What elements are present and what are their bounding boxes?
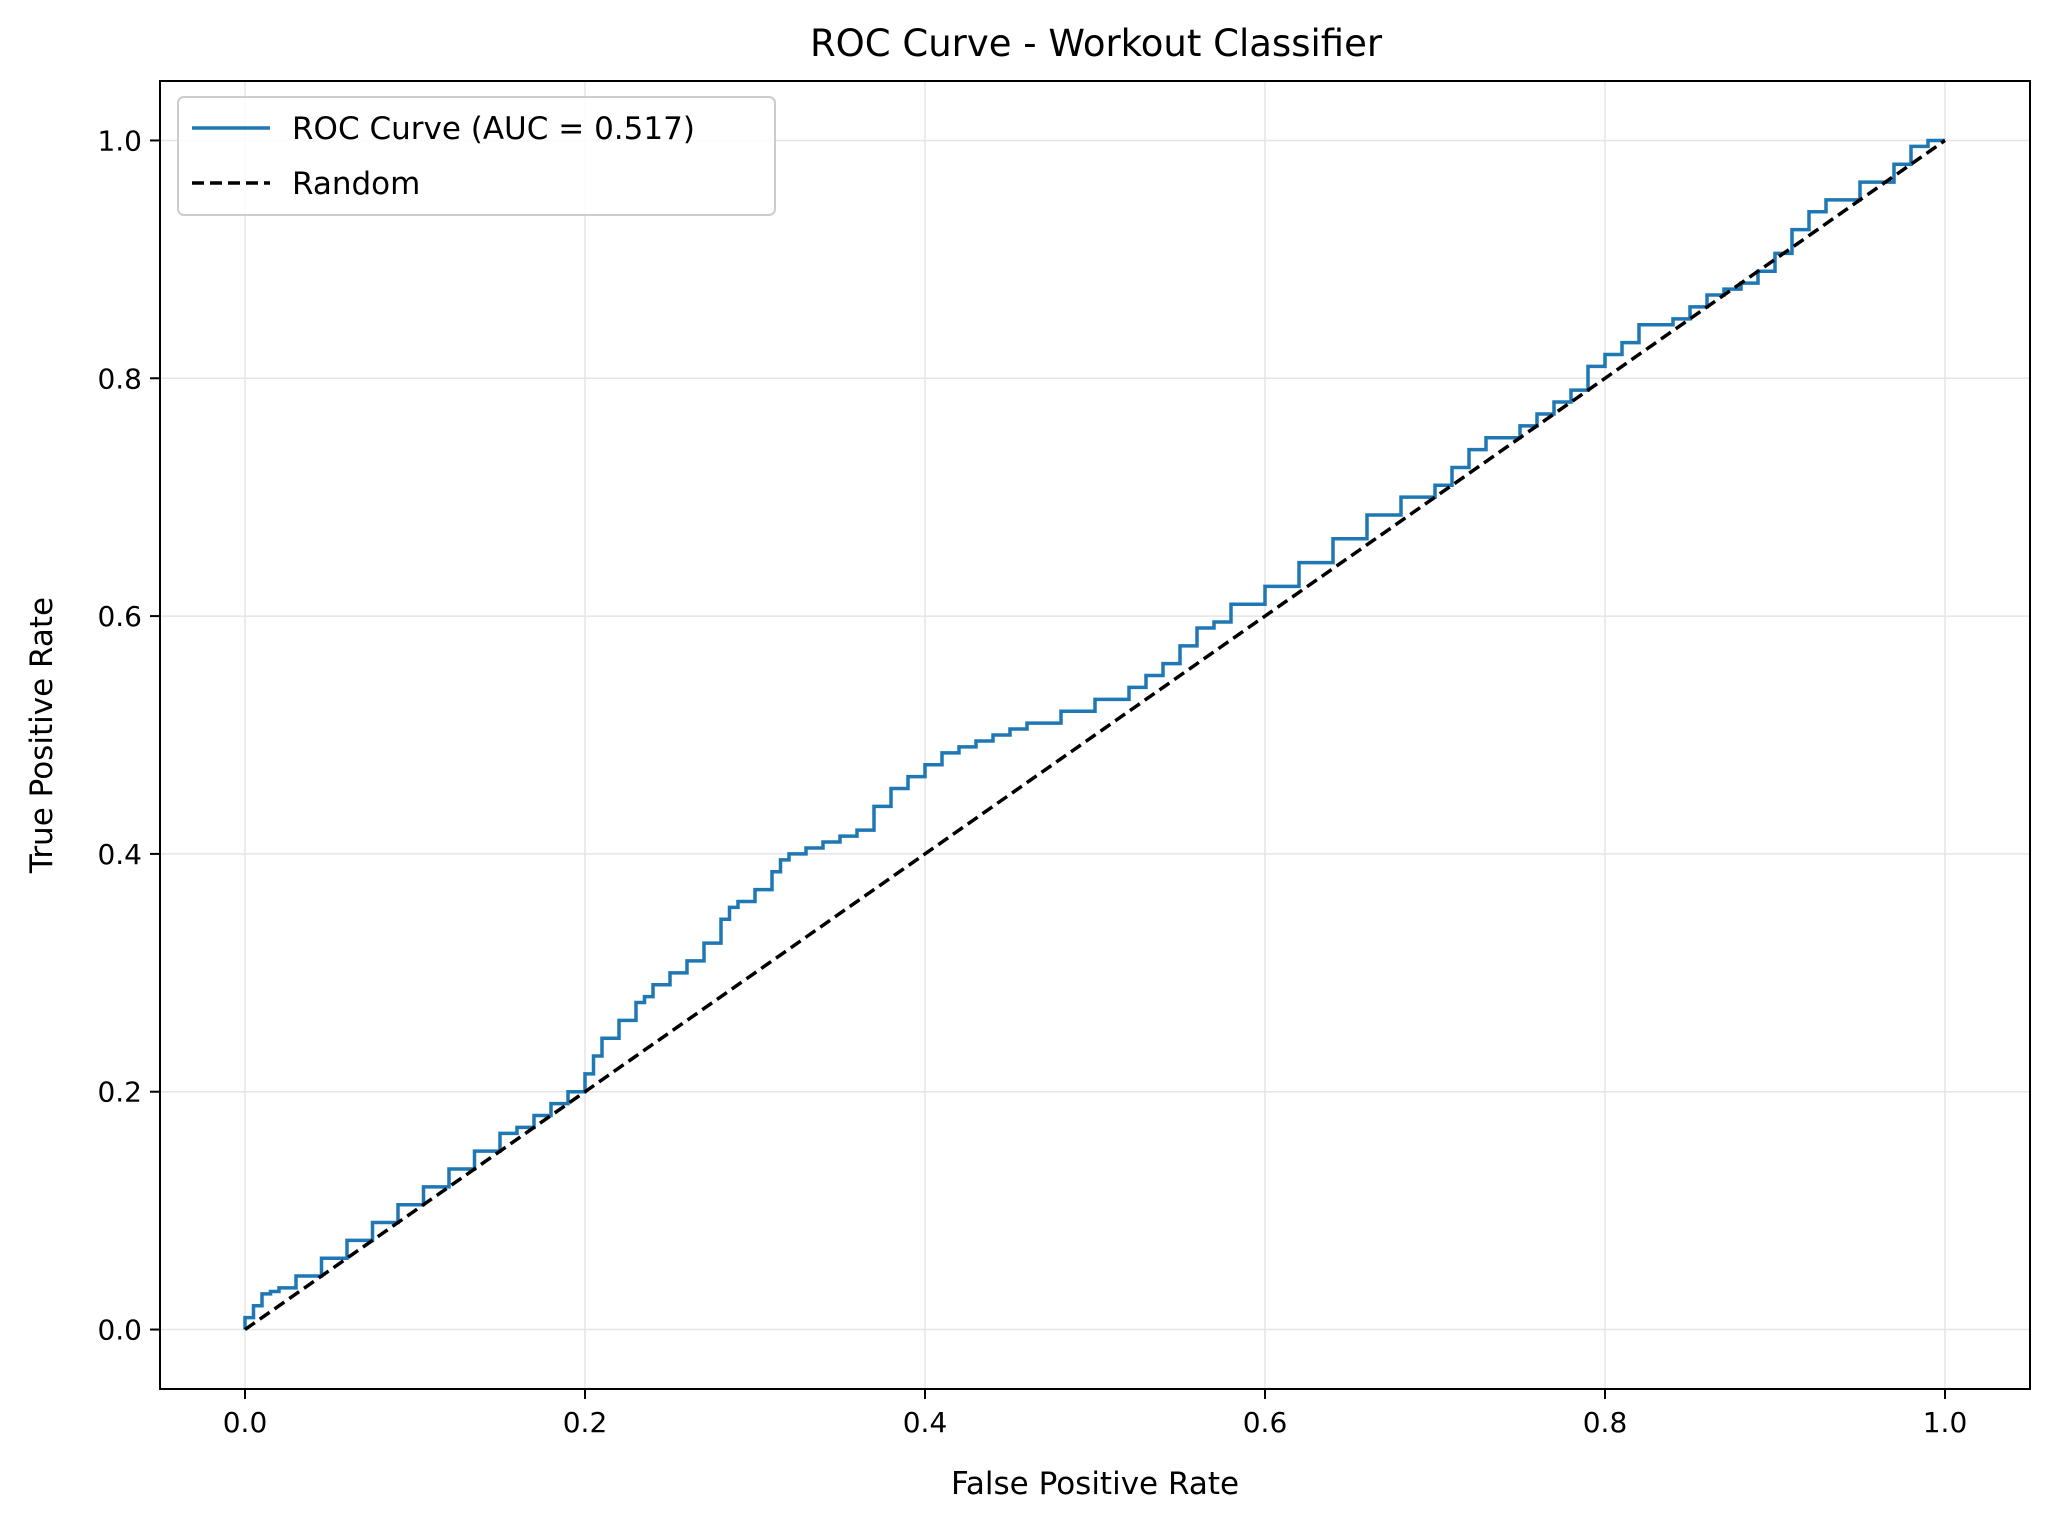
series-layer [243, 138, 1947, 1331]
y-tick-label: 0.6 [97, 600, 142, 633]
y-tick-label: 0.2 [97, 1076, 142, 1109]
x-axis-ticks: 0.0 0.2 0.4 0.6 0.8 1.0 [223, 1389, 1968, 1439]
x-tick-label: 0.2 [563, 1406, 608, 1439]
y-tick-label: 0.8 [97, 362, 142, 395]
legend-label-roc: ROC Curve (AUC = 0.517) [292, 111, 695, 147]
roc-curve-line [243, 138, 1945, 1330]
legend: ROC Curve (AUC = 0.517) Random [177, 96, 776, 216]
y-tick-label: 1.0 [97, 124, 142, 157]
x-tick-label: 0.4 [903, 1406, 948, 1439]
x-axis-label: False Positive Rate [951, 1466, 1239, 1502]
y-axis-ticks: 0.0 0.2 0.4 0.6 0.8 1.0 [97, 124, 160, 1347]
x-tick-label: 0.8 [1583, 1406, 1628, 1439]
x-tick-label: 0.0 [223, 1406, 268, 1439]
y-axis-label: True Positive Rate [24, 597, 60, 874]
chart-title: ROC Curve - Workout Classifier [810, 22, 1383, 65]
y-tick-label: 0.0 [97, 1314, 142, 1347]
x-tick-label: 1.0 [1923, 1406, 1968, 1439]
plot-frame [159, 80, 2031, 1390]
legend-label-random: Random [292, 166, 420, 202]
random-baseline-line [243, 139, 1947, 1331]
legend-box [177, 96, 776, 216]
y-tick-label: 0.4 [97, 838, 142, 871]
x-tick-label: 0.6 [1243, 1406, 1288, 1439]
